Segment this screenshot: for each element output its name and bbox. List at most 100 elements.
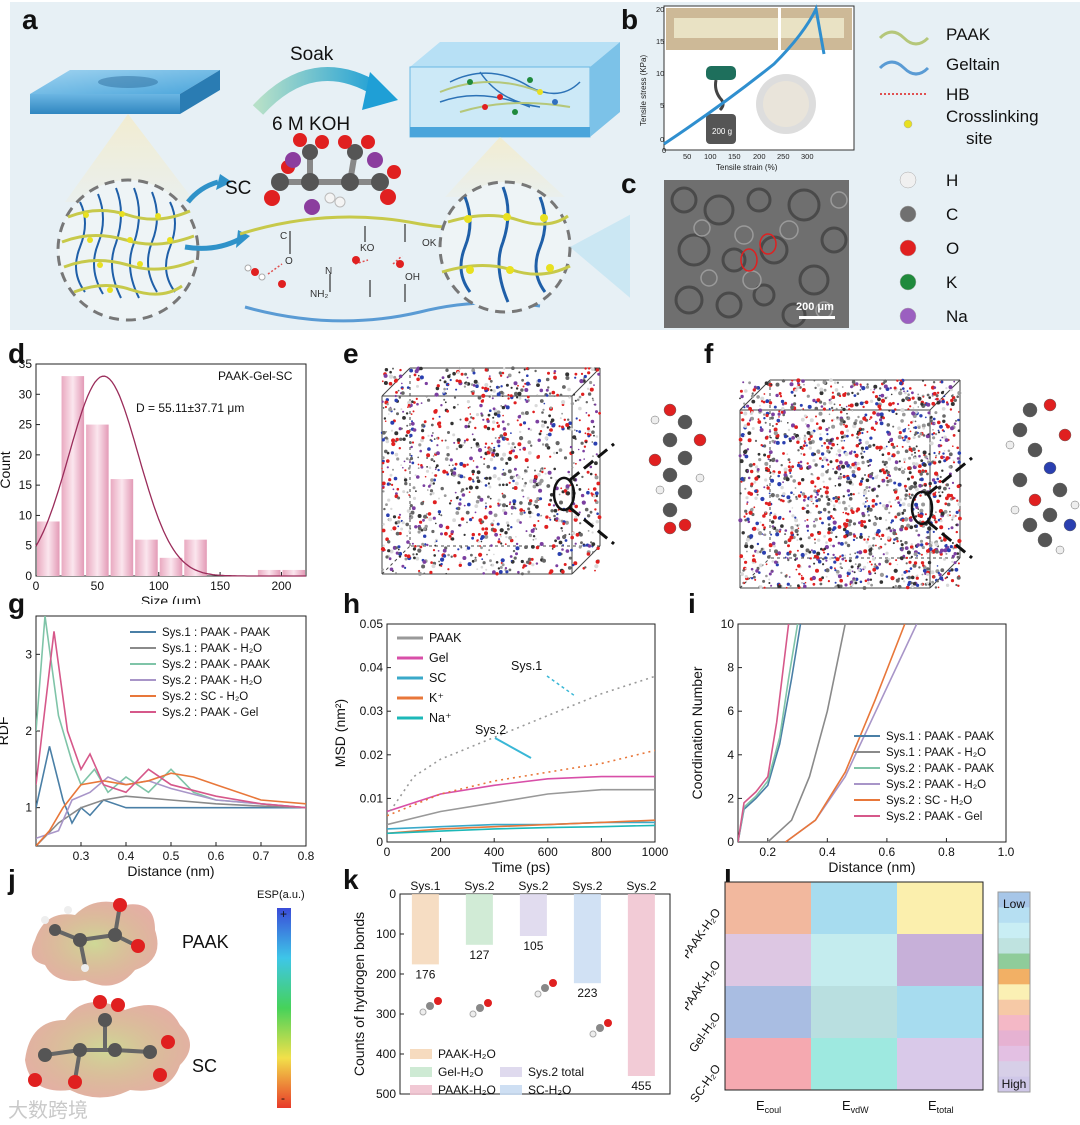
md-atom (911, 396, 915, 400)
md-atom (407, 403, 411, 407)
md-atom (955, 523, 958, 527)
md-atom (497, 498, 501, 502)
md-atom (437, 550, 440, 552)
md-atom (495, 572, 499, 576)
md-atom (910, 555, 913, 558)
md-atom (874, 420, 877, 423)
md-atom (501, 395, 504, 397)
k-ytick-label-3: 300 (376, 1007, 396, 1021)
md-atom (946, 502, 951, 507)
md-atom (871, 477, 875, 480)
md-atom (561, 548, 564, 551)
md-atom (881, 453, 885, 456)
md-atom (469, 406, 471, 408)
md-atom (549, 571, 552, 574)
md-atom (932, 492, 936, 497)
md-atom (807, 437, 811, 441)
md-atom (526, 560, 530, 564)
k-bar-3 (573, 894, 601, 984)
md-atom (595, 494, 598, 498)
md-atom (904, 493, 908, 497)
d-ytick-label-2: 10 (19, 508, 33, 522)
md-atom (547, 503, 551, 507)
panel-j-esp: PAAK SC ESP(a.u.) + - (25, 889, 305, 1108)
md-atom (418, 374, 420, 377)
md-atom (875, 533, 879, 537)
md-atom (883, 384, 888, 389)
md-atom (423, 420, 427, 424)
md-atom (567, 470, 570, 474)
md-atom (497, 504, 501, 507)
md-atom (491, 523, 494, 527)
md-atom (797, 494, 802, 498)
md-atom (785, 477, 790, 482)
md-atom (775, 532, 780, 537)
md-atom (417, 530, 421, 534)
md-atom (492, 389, 496, 393)
md-atom (511, 442, 515, 446)
md-atom (770, 383, 773, 386)
md-atom (852, 493, 855, 496)
k-category-4: Sys.2 (626, 879, 656, 893)
md-atom (744, 542, 748, 545)
md-atom (934, 471, 939, 476)
md-atom (868, 486, 871, 489)
md-atom (466, 546, 471, 550)
md-atom (421, 542, 425, 546)
md-atom (953, 398, 957, 402)
md-atom (444, 457, 449, 461)
md-atom (388, 381, 393, 386)
md-atom (955, 583, 958, 587)
md-atom (825, 458, 829, 462)
md-atom (839, 422, 843, 426)
md-atom (445, 368, 449, 372)
md-atom (529, 383, 531, 386)
md-atom (381, 568, 384, 571)
md-atom (442, 469, 447, 474)
md-atom (798, 572, 801, 576)
md-atom (918, 566, 921, 569)
md-atom (539, 478, 544, 483)
md-atom (816, 493, 819, 496)
h-arrow-sys1 (546, 675, 576, 697)
md-atom (950, 579, 955, 583)
md-atom (957, 538, 962, 544)
md-atom (796, 539, 799, 541)
md-atom (516, 396, 519, 399)
md-atom (859, 383, 862, 386)
md-atom (539, 470, 542, 473)
md-atom (764, 381, 769, 385)
md-atom (512, 479, 515, 483)
md-atom (439, 379, 442, 382)
md-atom (821, 465, 825, 468)
md-atom (581, 475, 584, 479)
md-atom (896, 402, 900, 406)
md-atom (445, 525, 450, 530)
md-atom (524, 398, 527, 401)
md-atom (935, 397, 939, 401)
md-atom (842, 511, 845, 514)
md-atom (766, 486, 770, 490)
md-atom (797, 449, 800, 452)
md-atom (790, 390, 794, 394)
md-atom (920, 553, 923, 556)
md-atom (502, 452, 507, 457)
md-atom (834, 585, 838, 589)
md-atom (914, 426, 918, 430)
md-atom (517, 442, 522, 447)
md-atom (424, 381, 428, 386)
md-atom (828, 400, 833, 405)
md-atom (388, 413, 390, 415)
boxE-zoom-line-1 (569, 442, 615, 482)
md-atom (867, 505, 871, 508)
legend-a-4-label: H (946, 171, 958, 190)
md-atom (885, 445, 888, 448)
md-atom (917, 533, 921, 537)
md-atom (800, 452, 803, 455)
md-atom (438, 513, 441, 516)
md-atom (382, 486, 385, 489)
md-atom (489, 457, 494, 462)
md-atom (585, 441, 588, 444)
md-atom (434, 392, 439, 397)
md-atom (438, 424, 442, 429)
